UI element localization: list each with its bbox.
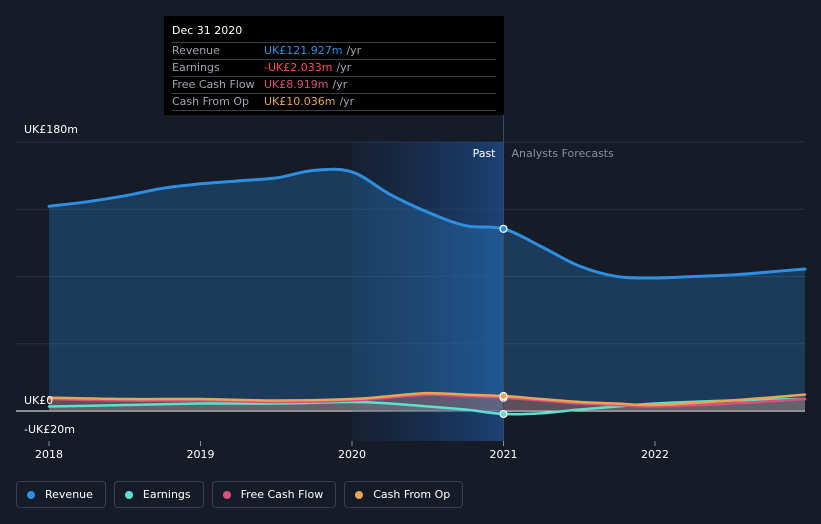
past-highlight-band — [352, 142, 504, 441]
series-line-revenue — [47, 167, 807, 280]
marker-cash-from-op — [499, 391, 508, 401]
tooltip-row-name: Revenue — [172, 44, 220, 57]
tooltip-row-value: -UK£2.033m — [264, 61, 333, 74]
tooltip-row-value: UK£121.927m — [264, 44, 343, 57]
legend-dot-icon — [124, 490, 133, 499]
tooltip-row-name: Free Cash Flow — [172, 78, 255, 91]
series-lines — [47, 167, 807, 416]
hover-markers — [499, 224, 508, 419]
tooltip-row-free-cash-flow: Free Cash Flow UK£8.919m /yr — [172, 77, 496, 94]
legend-item-cash-from-op[interactable]: Cash From Op — [344, 481, 464, 508]
tooltip-row-revenue: Revenue UK£121.927m /yr — [172, 43, 496, 60]
legend-dot-icon — [27, 490, 35, 499]
legend: Revenue Earnings Free Cash Flow Cash Fro… — [16, 481, 464, 508]
marker-earnings — [499, 409, 508, 419]
past-label: Past — [473, 147, 497, 160]
x-tick-label: 2020 — [338, 448, 366, 461]
y-axis-bottom-label: -UK£20m — [24, 423, 75, 436]
x-axis-ticks: 2018 2019 2020 2021 2022 — [35, 441, 669, 461]
legend-item-earnings[interactable]: Earnings — [113, 481, 204, 508]
x-tick-label: 2022 — [641, 448, 669, 461]
legend-label: Free Cash Flow — [240, 488, 324, 501]
tooltip-row-earnings: Earnings -UK£2.033m /yr — [172, 60, 496, 77]
x-tick-label: 2021 — [490, 448, 518, 461]
legend-label: Earnings — [142, 488, 191, 501]
tooltip-row-unit: /yr — [339, 95, 355, 108]
x-tick-label: 2019 — [187, 448, 215, 461]
tooltip-date: Dec 31 2020 — [172, 22, 496, 43]
legend-label: Revenue — [45, 488, 93, 501]
legend-dot-icon — [222, 490, 231, 499]
legend-label: Cash From Op — [373, 488, 451, 501]
tooltip-row-name: Earnings — [172, 61, 220, 74]
series-area-revenue — [49, 169, 805, 411]
tooltip-row-value: UK£8.919m — [264, 78, 329, 91]
legend-dot-icon — [355, 490, 364, 499]
tooltip-row-unit: /yr — [332, 78, 348, 91]
tooltip-row-unit: /yr — [336, 61, 352, 74]
legend-item-revenue[interactable]: Revenue — [16, 481, 106, 508]
tooltip: Dec 31 2020 Revenue UK£121.927m /yr Earn… — [164, 16, 504, 115]
tooltip-row-name: Cash From Op — [172, 95, 250, 108]
tooltip-row-value: UK£10.036m — [264, 95, 336, 108]
marker-revenue — [499, 224, 508, 233]
x-tick-label: 2018 — [35, 448, 63, 461]
legend-item-free-cash-flow[interactable]: Free Cash Flow — [211, 481, 337, 508]
tooltip-row-unit: /yr — [346, 44, 362, 57]
tooltip-row-cash-from-op: Cash From Op UK£10.036m /yr — [172, 94, 496, 111]
forecast-label: Analysts Forecasts — [512, 147, 615, 160]
series-line-free-cash-flow — [47, 393, 807, 408]
y-axis-zero-label: UK£0 — [24, 394, 53, 407]
y-axis-top-label: UK£180m — [24, 123, 78, 136]
series-line-cash-from-op — [47, 391, 807, 407]
